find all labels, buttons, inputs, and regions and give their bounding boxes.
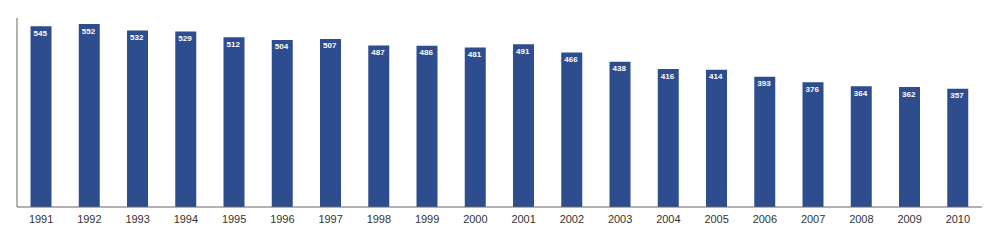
svg-text:1997: 1997 <box>318 213 342 225</box>
svg-text:552: 552 <box>82 27 96 36</box>
svg-text:438: 438 <box>613 64 627 73</box>
svg-text:2007: 2007 <box>801 213 825 225</box>
svg-text:376: 376 <box>806 85 820 94</box>
svg-text:545: 545 <box>34 29 48 38</box>
svg-text:532: 532 <box>130 33 144 42</box>
svg-text:481: 481 <box>468 50 482 59</box>
svg-text:364: 364 <box>854 89 868 98</box>
svg-text:2000: 2000 <box>463 213 487 225</box>
svg-text:2005: 2005 <box>704 213 728 225</box>
svg-text:1996: 1996 <box>270 213 294 225</box>
svg-text:416: 416 <box>661 72 675 81</box>
svg-text:504: 504 <box>275 42 289 51</box>
svg-text:2010: 2010 <box>946 213 970 225</box>
svg-text:414: 414 <box>709 72 723 81</box>
svg-text:1998: 1998 <box>367 213 391 225</box>
svg-text:1992: 1992 <box>77 213 101 225</box>
svg-text:362: 362 <box>902 90 916 99</box>
svg-text:1993: 1993 <box>125 213 149 225</box>
svg-text:2002: 2002 <box>560 213 584 225</box>
svg-text:491: 491 <box>516 47 530 56</box>
svg-text:2003: 2003 <box>608 213 632 225</box>
svg-text:1995: 1995 <box>222 213 246 225</box>
svg-text:2004: 2004 <box>656 213 680 225</box>
svg-text:2006: 2006 <box>753 213 777 225</box>
svg-text:529: 529 <box>178 34 192 43</box>
svg-text:466: 466 <box>564 55 578 64</box>
svg-text:2009: 2009 <box>897 213 921 225</box>
svg-text:2008: 2008 <box>849 213 873 225</box>
svg-text:487: 487 <box>371 48 385 57</box>
svg-text:486: 486 <box>420 48 434 57</box>
svg-text:1991: 1991 <box>29 213 53 225</box>
svg-text:393: 393 <box>757 79 771 88</box>
svg-text:507: 507 <box>323 41 337 50</box>
svg-text:357: 357 <box>950 91 964 100</box>
svg-text:512: 512 <box>227 40 241 49</box>
svg-text:2001: 2001 <box>511 213 535 225</box>
svg-text:1999: 1999 <box>415 213 439 225</box>
svg-text:1994: 1994 <box>174 213 198 225</box>
